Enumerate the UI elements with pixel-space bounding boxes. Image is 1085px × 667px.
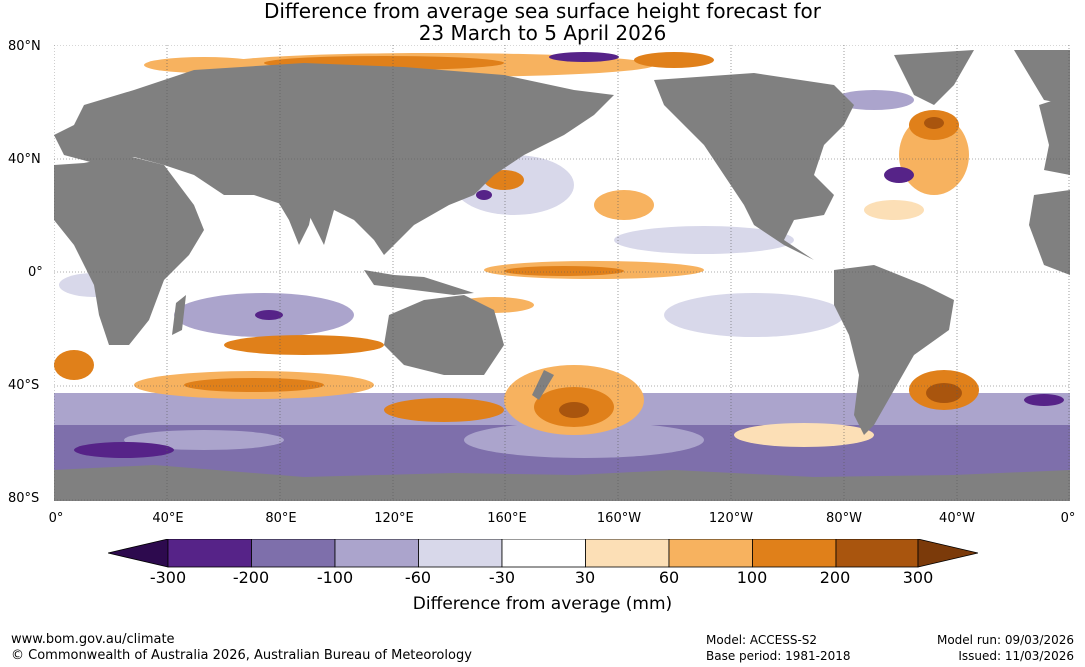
land-africa: [54, 155, 204, 345]
colorbar: [108, 539, 978, 568]
map-title-line1: Difference from average sea surface heig…: [263, 0, 822, 23]
colorbar-tick: -300: [149, 568, 187, 587]
lon-label-40w: 40°W: [939, 511, 975, 526]
lat-label-40s: 40°S: [8, 378, 40, 393]
lon-label-120w: 120°W: [708, 511, 754, 526]
land-arctic-islands: [1014, 50, 1070, 105]
lat-label-40n: 40°N: [8, 152, 41, 167]
footer-model-run: Model run: 09/03/2026: [936, 633, 1074, 647]
land-india: [274, 195, 314, 245]
colorbar-tick: -30: [488, 568, 516, 587]
lat-label-80s: 80°S: [8, 491, 40, 506]
colorbar-tick: -60: [404, 568, 432, 587]
land-se-asia-islands: [364, 270, 474, 295]
lon-label-80w: 80°W: [826, 511, 862, 526]
lat-label-0: 0°: [28, 265, 43, 280]
land-madagascar: [172, 295, 186, 335]
colorbar-swatch-1: [167, 539, 252, 568]
colorbar-swatch-7: [668, 539, 753, 568]
land-north-america: [654, 73, 854, 260]
lon-label-80e: 80°E: [265, 511, 297, 526]
colorbar-swatch-3: [334, 539, 419, 568]
colorbar-low-arrow: [108, 539, 169, 568]
land-greenland: [894, 50, 974, 105]
land-africa-west: [1029, 190, 1070, 275]
footer-model: Model: ACCESS-S2: [706, 633, 818, 647]
footer-base-period: Base period: 1981-2018: [706, 649, 851, 663]
colorbar-tick: 300: [902, 568, 934, 587]
footer-issued: Issued: 11/03/2026: [958, 649, 1074, 663]
colorbar-tick: 200: [819, 568, 851, 587]
land-western-europe: [1039, 95, 1070, 175]
colorbar-swatch-6: [585, 539, 670, 568]
map-title-line2: 23 March to 5 April 2026: [418, 21, 667, 45]
colorbar-swatch-4: [418, 539, 503, 568]
colorbar-swatch-9: [835, 539, 919, 568]
lon-label-0-east: 0°: [1060, 511, 1076, 526]
colorbar-high-arrow: [917, 539, 978, 568]
colorbar-label: Difference from average (mm): [412, 594, 673, 614]
land-antarctica: [54, 465, 1070, 501]
colorbar-tick: -200: [232, 568, 270, 587]
land-australia: [384, 295, 504, 375]
colorbar-tick: 100: [736, 568, 768, 587]
sea-surface-height-map: [54, 45, 1070, 501]
colorbar-tick: -100: [316, 568, 354, 587]
land-new-zealand: [532, 370, 554, 400]
colorbar-swatch-8: [752, 539, 837, 568]
colorbar-tick: 60: [658, 568, 680, 587]
footer-copyright: © Commonwealth of Australia 2026, Austra…: [11, 648, 472, 663]
colorbar-swatch-5: [501, 539, 586, 568]
footer-url: www.bom.gov.au/climate: [11, 632, 175, 647]
lon-label-40e: 40°E: [152, 511, 184, 526]
lon-label-160w: 160°W: [596, 511, 642, 526]
lat-label-80n: 80°N: [8, 39, 41, 54]
colorbar-tick: 30: [574, 568, 596, 587]
land-south-america: [834, 265, 954, 435]
lon-label-160e: 160°E: [487, 511, 527, 526]
lon-label-120e: 120°E: [374, 511, 414, 526]
colorbar-swatch-2: [251, 539, 336, 568]
lon-label-0: 0°: [48, 511, 64, 526]
graticule: [54, 45, 1070, 501]
